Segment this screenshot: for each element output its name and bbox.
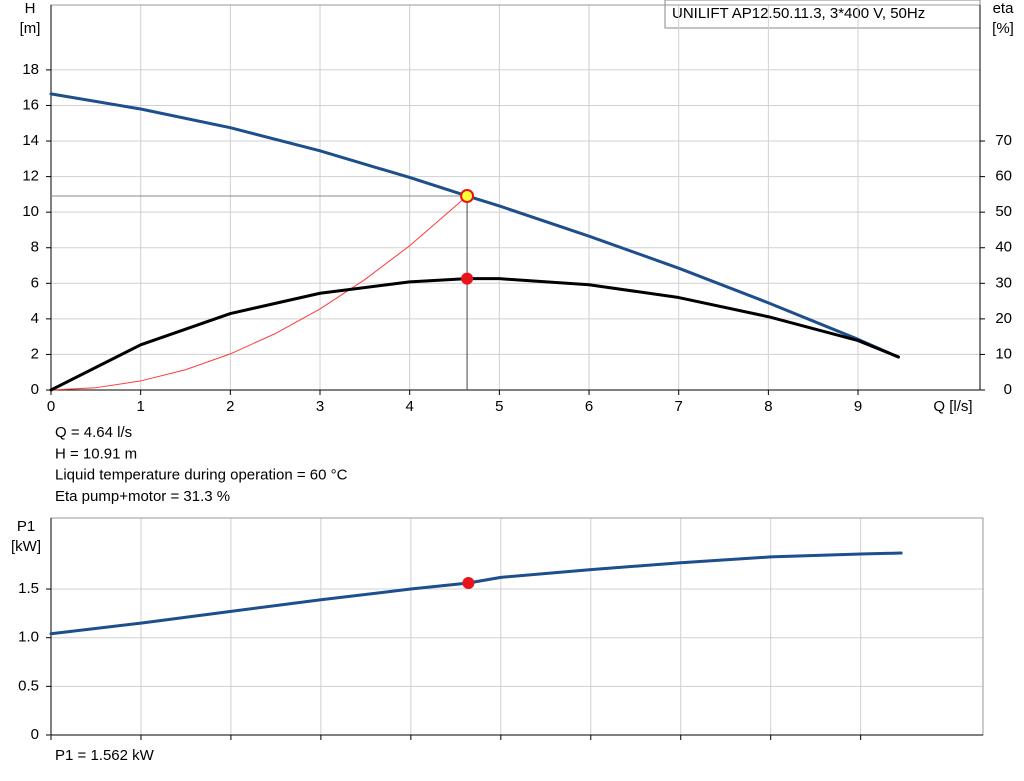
- y-tick-label: 10: [22, 203, 39, 220]
- y-tick-label: 6: [31, 274, 39, 291]
- x-tick-label: 3: [316, 398, 324, 415]
- y-axis-label: H: [25, 0, 36, 17]
- y-tick-label: 1.0: [18, 629, 39, 646]
- y2-axis-unit: [%]: [992, 20, 1014, 37]
- y-tick-label: 1.5: [18, 580, 39, 597]
- y-tick-label: 16: [22, 96, 39, 113]
- y2-tick-label: 40: [995, 239, 1012, 256]
- x-tick-label: 6: [585, 398, 593, 415]
- operating-point: [460, 188, 475, 203]
- y2-axis-label: eta: [993, 0, 1015, 17]
- y2-tick-label: 10: [995, 345, 1012, 362]
- grid: [50, 518, 983, 736]
- x-tick-label: 8: [764, 398, 772, 415]
- x-tick-label: 9: [854, 398, 862, 415]
- x-tick-label: 0: [47, 398, 55, 415]
- y2-tick-label: 0: [1004, 381, 1012, 398]
- y2-tick-label: 50: [995, 203, 1012, 220]
- y-tick-label: 0: [31, 381, 39, 398]
- series-line: [49, 551, 903, 636]
- plot-frame: [50, 517, 984, 736]
- x-tick-label: 1: [136, 398, 144, 415]
- y-tick-label: 0: [31, 726, 39, 743]
- y-tick-label: 8: [31, 239, 39, 256]
- y-tick-label: 4: [31, 310, 39, 327]
- y-tick-label: 0.5: [18, 677, 39, 694]
- y2-tick-label: 70: [995, 132, 1012, 149]
- y-tick-label: 12: [22, 168, 39, 185]
- eta-point: [461, 272, 474, 285]
- y-tick-label: 18: [22, 61, 39, 78]
- x-tick-label: 4: [406, 398, 414, 415]
- y-axis-label: P1: [17, 518, 35, 535]
- y-tick-label: 14: [22, 132, 39, 149]
- grid: [50, 5, 980, 391]
- y-axis-unit: [m]: [20, 20, 41, 37]
- annotation: Liquid temperature during operation = 60…: [55, 467, 348, 484]
- series-line: [49, 92, 900, 359]
- annotation: Eta pump+motor = 31.3 %: [55, 488, 230, 505]
- series-line: [49, 277, 900, 392]
- annotation: Q = 4.64 l/s: [55, 424, 132, 441]
- x-axis-label: Q [l/s]: [933, 398, 972, 415]
- annotation: P1 = 1.562 kW: [55, 747, 155, 764]
- annotation: H = 10.91 m: [55, 445, 137, 462]
- chart-title: UNILIFT AP12.50.11.3, 3*400 V, 50Hz: [672, 5, 925, 22]
- y-tick-label: 2: [31, 345, 39, 362]
- y-axis-unit: [kW]: [11, 538, 41, 555]
- x-tick-label: 2: [226, 398, 234, 415]
- series-line: [50, 195, 468, 391]
- x-tick-label: 5: [495, 398, 503, 415]
- x-tick-label: 7: [675, 398, 683, 415]
- y2-tick-label: 30: [995, 274, 1012, 291]
- operating-point: [462, 577, 475, 590]
- y2-tick-label: 20: [995, 310, 1012, 327]
- y2-tick-label: 60: [995, 168, 1012, 185]
